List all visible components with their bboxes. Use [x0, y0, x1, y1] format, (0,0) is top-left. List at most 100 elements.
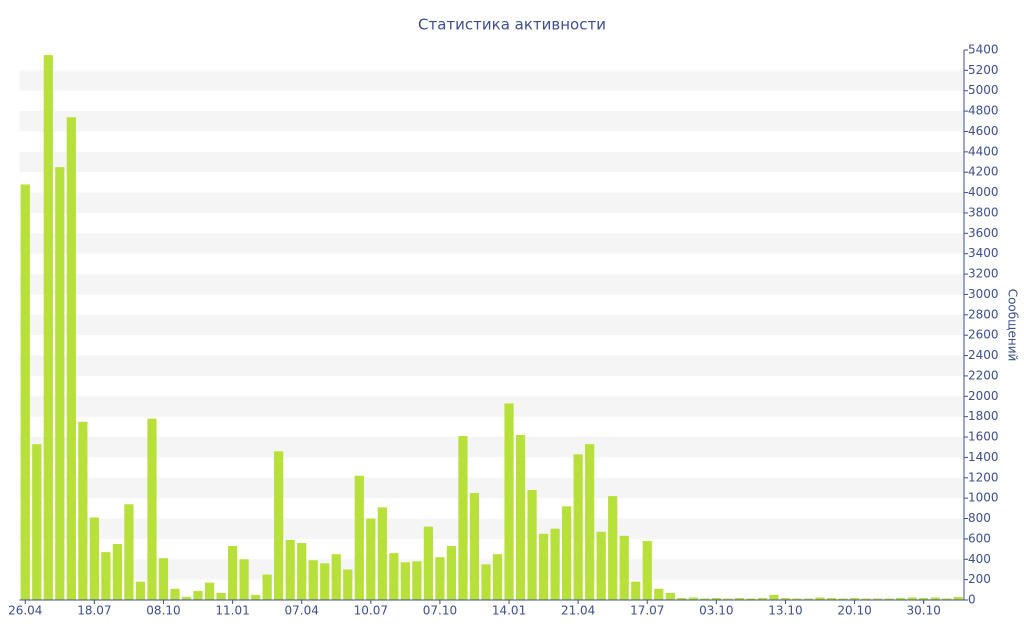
bar	[550, 528, 560, 600]
bar	[423, 526, 434, 600]
bar	[297, 542, 307, 600]
y-tick-label: 1800	[968, 409, 999, 423]
bar	[227, 546, 238, 600]
y-tick-label: 200	[968, 572, 991, 586]
bar	[596, 531, 606, 600]
bar	[193, 590, 203, 600]
bar	[907, 597, 917, 600]
bar	[757, 597, 768, 600]
bar	[711, 597, 721, 600]
bar	[158, 558, 169, 600]
bar	[55, 167, 65, 600]
grid-band	[19, 477, 964, 499]
bar	[538, 533, 549, 600]
y-tick-label: 1400	[968, 450, 999, 464]
y-tick-label: 400	[968, 552, 991, 566]
y-tick-label: 600	[968, 531, 991, 545]
bar	[608, 496, 618, 600]
grid-band	[19, 396, 964, 417]
bar	[953, 596, 963, 600]
y-tick-label: 800	[968, 511, 991, 525]
y-tick-label: 4200	[968, 165, 999, 179]
bar	[734, 597, 745, 600]
y-tick-label: 2600	[968, 328, 999, 342]
y-tick-label: 2800	[968, 307, 999, 321]
bar	[366, 518, 376, 600]
bar	[849, 597, 860, 600]
x-tick-label: 07.10	[423, 604, 457, 618]
bar	[585, 444, 595, 600]
x-tick-label: 13.10	[768, 604, 802, 618]
grid-band	[19, 111, 964, 132]
bar	[769, 594, 779, 600]
grid-band	[19, 274, 964, 295]
x-tick-label: 26.04	[8, 604, 42, 618]
bar	[135, 581, 146, 600]
bar	[619, 535, 629, 600]
bar	[527, 490, 537, 600]
bar	[274, 451, 284, 600]
x-tick-label: 21.04	[561, 604, 595, 618]
y-tick-label: 2000	[968, 389, 999, 403]
y-tick-label: 1000	[968, 491, 999, 505]
y-tick-label: 5400	[968, 43, 999, 57]
bar	[573, 454, 583, 600]
bar	[204, 582, 215, 600]
bar	[688, 597, 698, 600]
bar	[412, 561, 422, 600]
y-axis-label: Сообщений	[1006, 289, 1020, 362]
bar	[112, 543, 123, 600]
x-tick-label: 08.10	[146, 604, 180, 618]
y-tick-label: 1200	[968, 470, 999, 484]
bar	[942, 598, 952, 600]
bar	[435, 557, 445, 600]
y-tick-label: 3200	[968, 267, 999, 281]
bar	[873, 598, 883, 600]
bar	[654, 588, 664, 600]
y-tick-label: 4000	[968, 185, 999, 199]
bar	[792, 598, 802, 600]
chart-title: Статистика активности	[418, 16, 606, 34]
bar	[147, 418, 157, 600]
y-tick-label: 3400	[968, 246, 999, 260]
x-tick-label: 07.04	[285, 604, 319, 618]
bar	[181, 596, 192, 600]
x-tick-label: 20.10	[837, 604, 871, 618]
bar	[481, 564, 491, 600]
bar	[331, 554, 341, 600]
bar	[746, 598, 756, 600]
grid-band	[19, 355, 964, 376]
bar	[642, 540, 652, 600]
bar	[631, 581, 641, 600]
bar	[389, 553, 399, 600]
bar	[469, 493, 480, 600]
y-tick-label: 4600	[968, 124, 999, 138]
grid-band	[19, 151, 964, 173]
y-tick-label: 5000	[968, 83, 999, 97]
y-tick-label: 4800	[968, 104, 999, 118]
bar	[677, 597, 687, 600]
y-tick-label: 2400	[968, 348, 999, 362]
bar	[803, 598, 814, 600]
x-tick-label: 11.01	[215, 604, 249, 618]
bar	[320, 563, 330, 600]
bar	[930, 597, 940, 600]
grid-band	[19, 518, 964, 539]
bar	[400, 562, 410, 600]
x-tick-label: 17.07	[630, 604, 664, 618]
grid-band	[19, 559, 964, 580]
x-tick-label: 14.01	[492, 604, 526, 618]
bar	[66, 117, 76, 600]
bar	[723, 598, 733, 600]
bar	[861, 598, 871, 600]
bar	[826, 597, 837, 600]
bar	[239, 559, 249, 600]
bar	[919, 597, 929, 600]
bar	[124, 504, 134, 600]
y-tick-label: 4400	[968, 144, 999, 158]
bar	[700, 598, 710, 600]
grid-band	[19, 437, 964, 458]
bar	[89, 517, 99, 600]
y-tick-label: 0	[968, 593, 976, 607]
